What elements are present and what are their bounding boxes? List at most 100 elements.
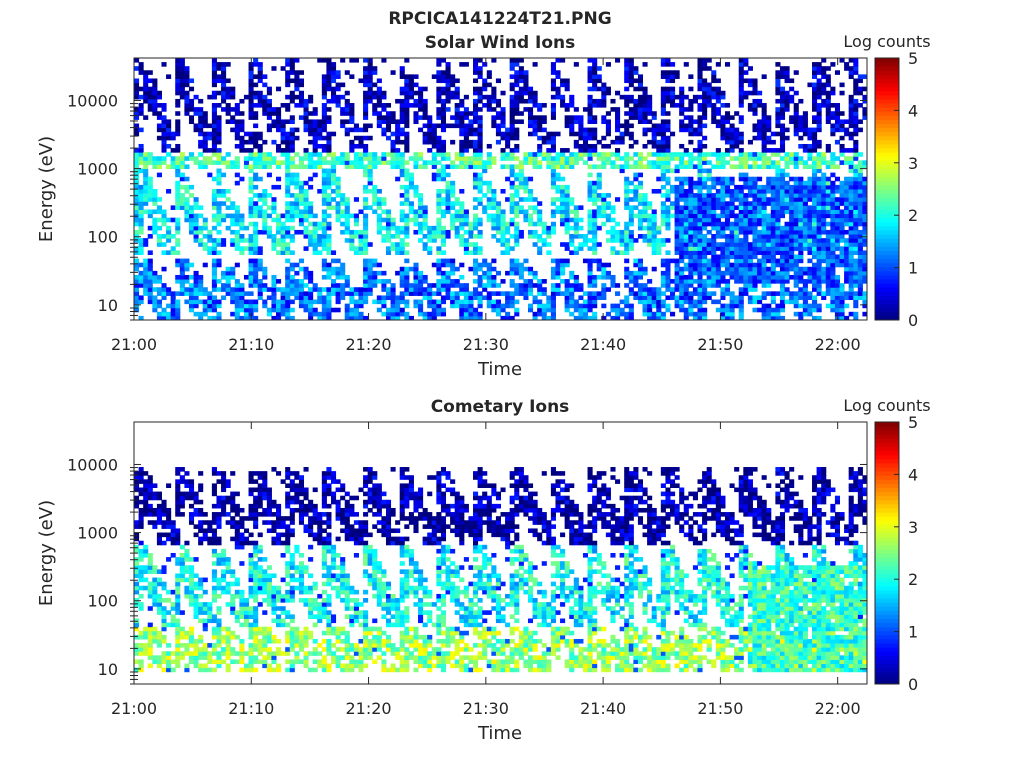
heatmap-cell bbox=[738, 66, 744, 71]
heatmap-cell bbox=[276, 225, 282, 231]
heatmap-cell bbox=[569, 119, 575, 124]
heatmap-cell bbox=[262, 103, 268, 108]
heatmap-cell bbox=[734, 295, 740, 301]
heatmap-cell bbox=[692, 119, 698, 124]
heatmap-cell bbox=[376, 94, 382, 100]
heatmap-cell bbox=[582, 160, 589, 165]
heatmap-cell bbox=[665, 274, 671, 280]
heatmap-cell bbox=[550, 94, 556, 100]
heatmap-cell bbox=[757, 193, 763, 198]
heatmap-cell bbox=[605, 143, 611, 149]
heatmap-cell bbox=[711, 176, 717, 182]
heatmap-cell bbox=[775, 197, 781, 202]
heatmap-cell bbox=[276, 127, 282, 133]
heatmap-cell bbox=[596, 262, 602, 268]
heatmap-cell bbox=[615, 115, 621, 120]
heatmap-cell bbox=[711, 86, 717, 92]
heatmap-cell bbox=[280, 229, 286, 235]
heatmap-cell bbox=[230, 115, 236, 120]
heatmap-cell bbox=[674, 283, 680, 288]
heatmap-cell bbox=[660, 156, 666, 161]
heatmap-cell bbox=[743, 229, 749, 235]
heatmap-cell bbox=[285, 180, 291, 186]
heatmap-cell bbox=[216, 103, 222, 108]
heatmap-cell bbox=[505, 221, 511, 227]
heatmap-cell bbox=[587, 217, 593, 223]
heatmap-cell bbox=[436, 234, 442, 239]
heatmap-cell bbox=[596, 242, 602, 247]
heatmap-cell bbox=[743, 62, 749, 67]
heatmap-cell bbox=[303, 164, 309, 170]
heatmap-cell bbox=[628, 111, 634, 116]
heatmap-cell bbox=[335, 213, 341, 219]
heatmap-cell bbox=[175, 111, 181, 116]
heatmap-cell bbox=[211, 176, 217, 182]
heatmap-cell bbox=[615, 123, 621, 129]
heatmap-cell bbox=[692, 98, 698, 104]
heatmap-cell bbox=[514, 148, 520, 153]
heatmap-cell bbox=[454, 283, 460, 288]
heatmap-cell bbox=[546, 225, 552, 231]
heatmap-cell bbox=[628, 115, 634, 120]
heatmap-cell bbox=[550, 135, 556, 141]
heatmap-cell bbox=[793, 311, 799, 317]
heatmap-cell bbox=[134, 107, 140, 112]
heatmap-cell bbox=[802, 217, 808, 223]
heatmap-cell bbox=[363, 246, 369, 251]
heatmap-cell bbox=[440, 258, 447, 264]
heatmap-cell bbox=[454, 279, 460, 284]
heatmap-cell bbox=[477, 311, 483, 317]
heatmap-cell bbox=[390, 299, 396, 305]
heatmap-cell bbox=[660, 262, 666, 268]
heatmap-cell bbox=[624, 258, 630, 264]
heatmap-cell bbox=[216, 127, 222, 133]
heatmap-cell bbox=[752, 184, 758, 190]
heatmap-cell bbox=[743, 160, 749, 165]
heatmap-cell bbox=[715, 205, 721, 210]
heatmap-cell bbox=[367, 287, 373, 292]
heatmap-cell bbox=[592, 70, 598, 75]
heatmap-cell bbox=[198, 152, 204, 157]
heatmap-cell bbox=[253, 238, 259, 243]
heatmap-cell bbox=[665, 62, 671, 67]
heatmap-cell bbox=[802, 299, 808, 305]
heatmap-cell bbox=[285, 103, 291, 108]
heatmap-cell bbox=[564, 156, 570, 161]
heatmap-cell bbox=[720, 189, 726, 194]
heatmap-cell bbox=[592, 213, 598, 219]
heatmap-cell bbox=[670, 152, 676, 157]
heatmap-cell bbox=[692, 246, 698, 251]
heatmap-cell bbox=[486, 184, 492, 190]
heatmap-cell bbox=[564, 299, 570, 305]
heatmap-cell bbox=[440, 123, 447, 129]
heatmap-cell bbox=[184, 78, 190, 84]
heatmap-cell bbox=[179, 197, 185, 202]
heatmap-cell bbox=[257, 287, 263, 292]
heatmap-cell bbox=[688, 295, 694, 301]
heatmap-cell bbox=[198, 287, 204, 292]
heatmap-cell bbox=[308, 98, 314, 104]
heatmap-cell bbox=[537, 217, 543, 223]
heatmap-cell bbox=[248, 262, 254, 268]
heatmap-cell bbox=[266, 234, 272, 239]
heatmap-cell bbox=[253, 164, 259, 170]
heatmap-cell bbox=[518, 197, 524, 202]
heatmap-cell bbox=[381, 201, 387, 206]
heatmap-cell bbox=[679, 193, 685, 198]
heatmap-cell bbox=[156, 299, 162, 305]
heatmap-cell bbox=[294, 58, 300, 63]
heatmap-cell bbox=[422, 287, 428, 292]
heatmap-cell bbox=[143, 176, 149, 182]
heatmap-cell bbox=[477, 90, 483, 96]
heatmap-cell bbox=[271, 201, 277, 206]
heatmap-cell bbox=[734, 242, 740, 247]
heatmap-cell bbox=[505, 127, 511, 133]
heatmap-cell bbox=[757, 197, 763, 202]
heatmap-cell bbox=[303, 229, 309, 235]
heatmap-cell bbox=[752, 156, 758, 161]
heatmap-cell bbox=[601, 135, 607, 141]
heatmap-cell bbox=[743, 193, 749, 198]
heatmap-cell bbox=[477, 156, 483, 161]
heatmap-cell bbox=[179, 78, 185, 84]
heatmap-cell bbox=[628, 78, 634, 84]
